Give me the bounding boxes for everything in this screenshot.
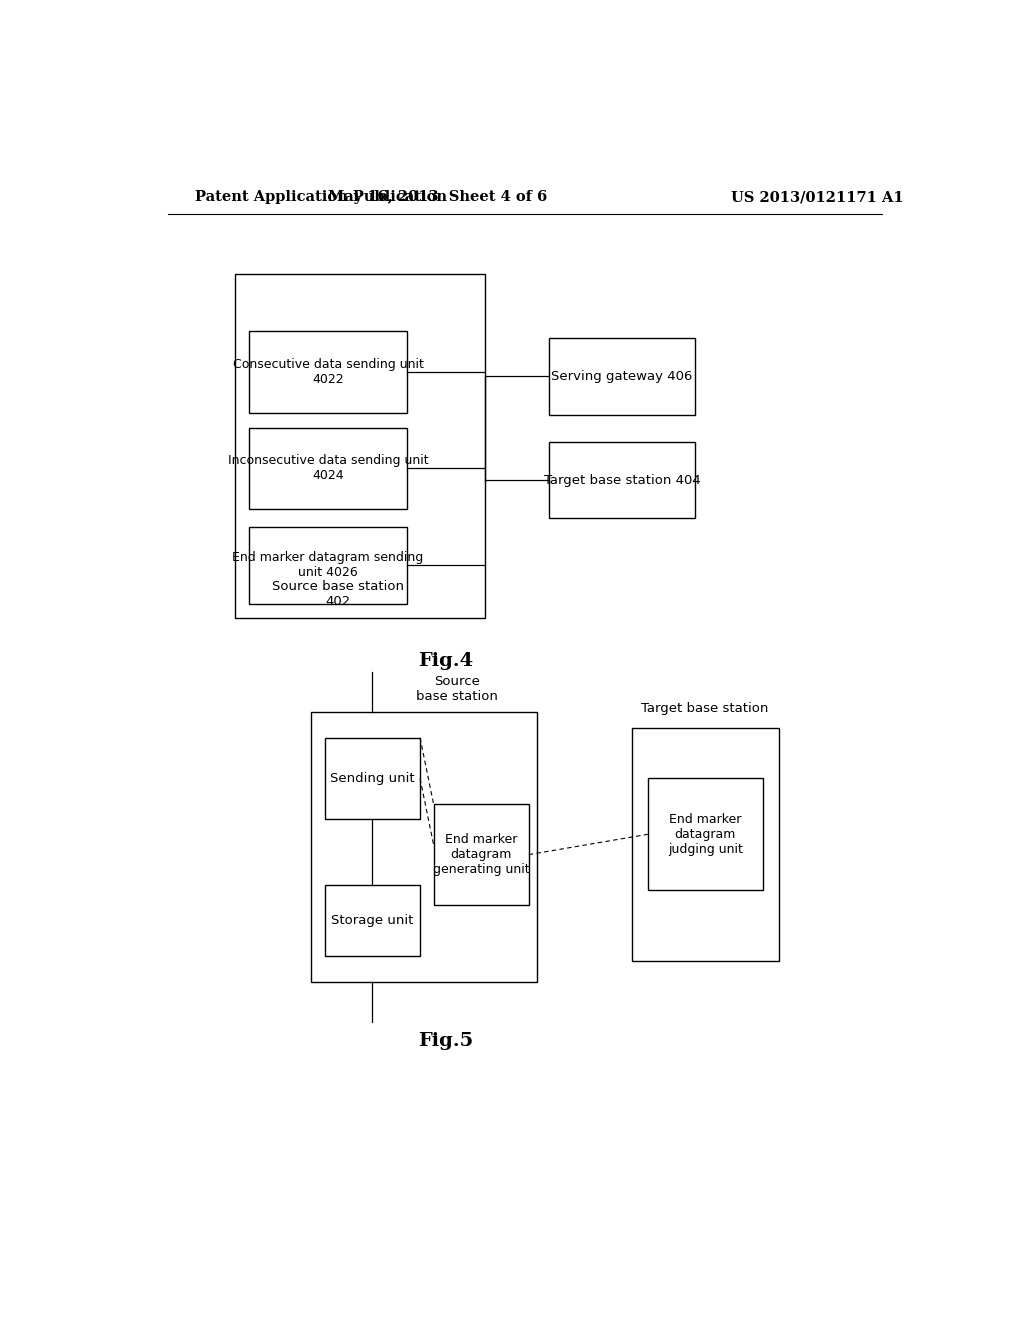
Text: Storage unit: Storage unit <box>331 915 414 927</box>
Text: End marker datagram sending
unit 4026: End marker datagram sending unit 4026 <box>232 552 424 579</box>
Text: Consecutive data sending unit
4022: Consecutive data sending unit 4022 <box>232 358 424 385</box>
Text: Source
base station: Source base station <box>417 675 499 704</box>
Bar <box>249 331 408 412</box>
Bar <box>325 738 420 818</box>
Text: May 16, 2013  Sheet 4 of 6: May 16, 2013 Sheet 4 of 6 <box>328 190 547 205</box>
Bar <box>549 442 695 519</box>
Bar <box>433 804 528 906</box>
Text: Source base station: Source base station <box>272 581 404 594</box>
Bar <box>249 528 408 603</box>
Text: Fig.4: Fig.4 <box>418 652 473 669</box>
Bar <box>249 428 408 510</box>
Text: End marker
datagram
generating unit: End marker datagram generating unit <box>433 833 529 876</box>
Text: Inconsecutive data sending unit
4024: Inconsecutive data sending unit 4024 <box>227 454 428 482</box>
Text: Sending unit: Sending unit <box>330 772 415 785</box>
Text: End marker
datagram
judging unit: End marker datagram judging unit <box>668 813 742 855</box>
Text: US 2013/0121171 A1: US 2013/0121171 A1 <box>731 190 904 205</box>
Text: 402: 402 <box>326 594 351 607</box>
Text: Target base station: Target base station <box>641 702 769 715</box>
Bar <box>310 713 537 982</box>
Bar <box>632 727 779 961</box>
Bar <box>549 338 695 414</box>
Text: Patent Application Publication: Patent Application Publication <box>196 190 447 205</box>
Text: Serving gateway 406: Serving gateway 406 <box>551 370 692 383</box>
Bar <box>648 779 763 890</box>
Bar <box>236 275 485 618</box>
Text: Target base station 404: Target base station 404 <box>544 474 700 487</box>
Bar <box>325 886 420 956</box>
Text: Fig.5: Fig.5 <box>418 1032 473 1049</box>
